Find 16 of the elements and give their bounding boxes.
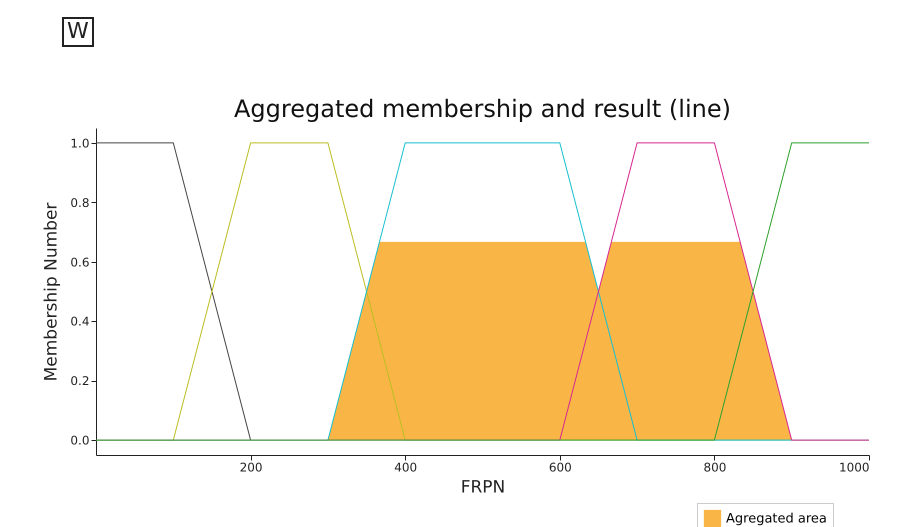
y-tick-label: 0.8 [70, 196, 90, 210]
x-tick-label: 800 [703, 460, 726, 474]
x-tick-label: 200 [240, 460, 263, 474]
x-tick-label: 400 [394, 460, 418, 474]
y-tick-label: 0.0 [70, 434, 90, 448]
chart-title: Aggregated membership and result (line) [234, 95, 731, 123]
x-tick-label: 1000 [838, 460, 870, 474]
y-tick-label: 0.6 [70, 255, 90, 270]
y-axis-title: Membership Number [41, 202, 62, 382]
legend-label: Agregated area [726, 512, 827, 526]
y-tick-label: 0.2 [70, 374, 90, 388]
x-tick-label: 600 [548, 460, 572, 474]
x-axis-title: FRPN [460, 478, 506, 498]
y-tick-label: 1.0 [70, 136, 90, 150]
y-tick-label: 0.4 [70, 314, 90, 329]
boxed-letter: W [62, 17, 94, 47]
